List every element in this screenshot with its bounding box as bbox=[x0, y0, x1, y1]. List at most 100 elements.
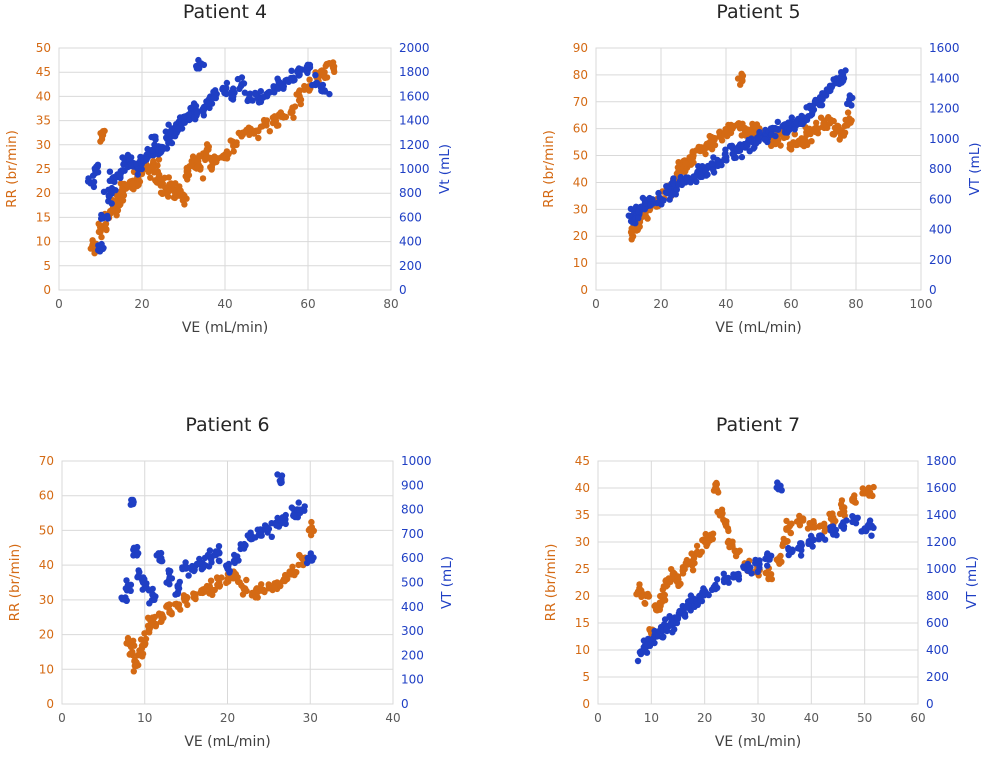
data-point-cloud bbox=[756, 128, 763, 136]
data-point-cloud bbox=[791, 141, 799, 148]
data-point-cloud bbox=[266, 128, 273, 135]
y-tick-label-right: 1000 bbox=[926, 562, 957, 576]
data-point-cloud bbox=[301, 503, 308, 510]
y-tick-label-right: 1000 bbox=[929, 132, 960, 146]
data-point-cloud bbox=[777, 552, 784, 560]
data-point-cloud bbox=[166, 187, 173, 195]
data-point-cloud bbox=[228, 92, 236, 99]
data-point-cloud bbox=[165, 174, 172, 181]
data-point-cloud bbox=[157, 557, 165, 565]
data-point-cloud bbox=[722, 146, 729, 153]
data-point-cloud bbox=[185, 572, 192, 579]
data-point-cloud bbox=[206, 583, 213, 590]
data-point-cloud bbox=[798, 120, 805, 128]
y-tick-label-left: 30 bbox=[573, 202, 588, 216]
y-tick-label-right: 800 bbox=[926, 589, 949, 603]
data-point-cloud bbox=[102, 220, 110, 227]
data-point-cloud bbox=[682, 160, 690, 167]
plot-area bbox=[597, 460, 919, 705]
data-point-cloud bbox=[133, 552, 141, 559]
data-point-cloud bbox=[702, 150, 709, 158]
data-point-cloud bbox=[723, 575, 730, 582]
y-axis-label-left: RR (br/min) bbox=[541, 130, 557, 208]
data-point-cloud bbox=[699, 163, 706, 170]
y-tick-label-left: 0 bbox=[582, 697, 590, 711]
data-point-cloud bbox=[139, 650, 147, 658]
data-point-cloud bbox=[870, 483, 877, 491]
data-point-cloud bbox=[636, 223, 643, 230]
data-point-cloud bbox=[689, 567, 697, 574]
y-tick-label-left: 50 bbox=[573, 149, 588, 163]
data-point-cloud bbox=[838, 523, 845, 530]
data-point-cloud bbox=[866, 489, 874, 496]
data-point-cloud bbox=[819, 90, 826, 97]
data-point-cloud bbox=[204, 551, 212, 559]
data-point-cloud bbox=[798, 112, 805, 120]
data-point-cloud bbox=[644, 641, 651, 648]
x-tick-label: 60 bbox=[783, 297, 798, 311]
data-point-cloud bbox=[864, 522, 872, 529]
data-point-cloud bbox=[842, 116, 849, 124]
series-vt bbox=[625, 67, 856, 227]
data-point-cloud bbox=[689, 559, 697, 566]
data-point-cloud bbox=[788, 146, 795, 153]
data-point-cloud bbox=[868, 532, 875, 539]
data-point-cloud bbox=[93, 168, 100, 176]
chart-panel-patient-5: Patient 5 0 20 40 60 80 100 0 10 20 30 40 50 60 70 80 90… bbox=[500, 0, 1000, 381]
data-point-cloud bbox=[97, 130, 104, 137]
data-point-cloud bbox=[226, 569, 233, 576]
data-point-cloud bbox=[712, 481, 719, 488]
data-point-cloud bbox=[826, 510, 833, 518]
data-point-cloud bbox=[150, 157, 157, 165]
data-point-cloud bbox=[211, 153, 218, 161]
plot-area bbox=[61, 460, 394, 705]
data-point-cloud bbox=[190, 594, 197, 601]
y-tick-label-left: 60 bbox=[39, 489, 54, 503]
data-point-cloud bbox=[832, 517, 839, 525]
data-point-cloud bbox=[120, 595, 127, 602]
data-point-cloud bbox=[821, 523, 828, 530]
data-point-cloud bbox=[803, 116, 811, 124]
data-point-cloud bbox=[166, 181, 173, 188]
data-point-cloud bbox=[280, 576, 288, 583]
y-tick-label-left: 20 bbox=[575, 589, 590, 603]
data-point-cloud bbox=[181, 119, 188, 126]
y-tick-label-right: 400 bbox=[926, 643, 949, 657]
chart-title: Patient 4 bbox=[183, 1, 267, 23]
data-point-cloud bbox=[98, 233, 105, 241]
data-point-cloud bbox=[799, 135, 807, 143]
data-point-cloud bbox=[85, 175, 92, 182]
data-point-cloud bbox=[252, 91, 259, 98]
data-point-cloud bbox=[160, 614, 167, 621]
data-point-cloud bbox=[279, 83, 286, 90]
data-point-cloud bbox=[329, 59, 337, 66]
data-point-cloud bbox=[777, 142, 784, 149]
data-point-cloud bbox=[807, 532, 815, 540]
data-point-cloud bbox=[633, 591, 640, 598]
data-point-cloud bbox=[145, 627, 152, 634]
data-point-cloud bbox=[95, 220, 102, 227]
data-point-cloud bbox=[853, 515, 860, 522]
data-point-cloud bbox=[130, 668, 137, 675]
data-point-cloud bbox=[268, 533, 275, 540]
x-tick-label: 80 bbox=[848, 297, 863, 311]
data-point-cloud bbox=[321, 74, 329, 82]
data-point-cloud bbox=[155, 156, 163, 163]
data-point-cloud bbox=[150, 151, 157, 159]
y-tick-label-left: 10 bbox=[575, 643, 590, 657]
data-point-cloud bbox=[243, 576, 250, 584]
data-point-cloud bbox=[672, 191, 679, 198]
x-axis-label: VE (mL/min) bbox=[182, 320, 268, 336]
data-point-cloud bbox=[788, 114, 795, 121]
data-point-cloud bbox=[693, 178, 700, 185]
data-point-cloud bbox=[772, 132, 779, 140]
data-point-cloud bbox=[797, 552, 805, 559]
data-point-cloud bbox=[218, 574, 225, 581]
x-tick-label: 40 bbox=[804, 711, 819, 725]
y-tick-label-right: 1400 bbox=[926, 508, 957, 522]
data-point-cloud bbox=[687, 597, 694, 604]
data-point-cloud bbox=[174, 125, 182, 132]
data-point-cloud bbox=[830, 131, 838, 138]
y-tick-label-left: 0 bbox=[43, 283, 51, 297]
data-point-cloud bbox=[663, 183, 670, 190]
